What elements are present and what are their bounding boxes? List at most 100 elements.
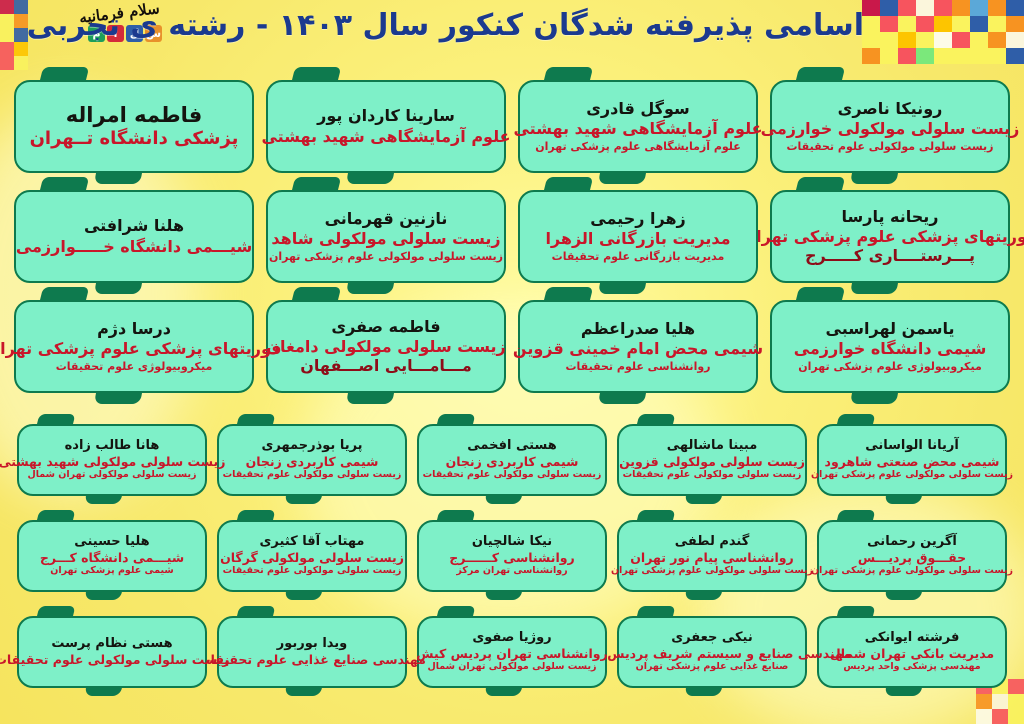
mosaic-tile [880,48,898,64]
student-major-primary: زیست سلولی مولکولی شاهد [271,229,501,249]
student-major-primary: روانشناسی کــــــرج [449,549,575,565]
brand-tile-1: ل [126,25,143,42]
mosaic-tile [1006,48,1024,64]
student-major-extra: میکروبیولوژی علوم پزشکی تهران [798,359,982,373]
student-name: رونیکا ناصری [837,98,943,118]
mosaic-tile [934,48,952,64]
student-card[interactable]: هلنا شرافتی شیـــمی دانشگاه خـــــوارزمی [14,190,254,283]
student-card[interactable]: رونیکا ناصری زیست سلولی مولکولی خوارزمی زی… [761,80,1019,173]
mosaic-tile [14,42,28,56]
student-major-extra: زیست سلولی مولکولی علوم پزشکی تهران [269,249,503,263]
student-card[interactable]: فاطمه صفری زیست سلولی مولکولی دامغان مـــا… [266,300,506,393]
student-major-primary: شیمی کاربردی زنجان [245,453,379,469]
mosaic-tile [1006,32,1024,48]
mosaic-tile [0,56,14,70]
student-name: گندم لطفی [674,533,750,549]
student-major-extra: شیمی علوم پزشکی تهران [50,565,174,577]
card-row-3: یاسمن لهراسبی شیمی دانشگاه خوارزمی میکروبی… [0,300,1024,393]
student-major-primary: زیست سلولی مولکولی خوارزمی [760,119,1020,139]
student-card[interactable]: نیکی جعفری مهندسی صنایع و سیستم شریف پردی… [573,616,851,688]
mosaic-tile [916,32,934,48]
student-name: ریحانه پارسا [841,206,939,226]
mosaic-tile [14,28,28,42]
student-card[interactable]: زهرا رحیمی مدیریت بازرگانی الزهرا مدیریت ب… [518,190,758,283]
mosaic-tile [898,32,916,48]
page-title: اسامی پذیرفته شدگان کنکور سال ۱۴۰۳ - رشت… [26,8,865,43]
student-card[interactable]: یاسمن لهراسبی شیمی دانشگاه خوارزمی میکروبی… [770,300,1010,393]
student-name: درسا دژم [97,318,171,338]
student-card[interactable]: سارینا کاردان پور علوم آزمایشگاهی شهید به… [261,80,511,173]
student-name: آگرین رحمانی [867,533,957,549]
mosaic-tile [970,48,988,64]
brand-tile-0: س [145,25,162,42]
student-card[interactable]: نازنین قهرمانی زیست سلولی مولکولی شاهد زیس… [266,190,506,283]
mosaic-tile [14,14,28,28]
mosaic-tile [1006,16,1024,32]
mosaic-tile [880,32,898,48]
student-name: هانا طالب زاده [64,437,160,453]
student-card[interactable]: ریحانه پارسا فوریتهای پزشکی علوم پزشکی ته… [742,190,1024,283]
mosaic-tile [988,0,1006,16]
student-major-primary: فوریتهای پزشکی علوم پزشکی تهران [0,339,282,359]
student-card[interactable]: پریا بوذرجمهری شیمی کاربردی زنجان زیست سلو… [217,424,407,496]
student-card[interactable]: هستی نظام پرست زیست سلولی مولکولی علوم تح… [0,616,230,688]
student-card[interactable]: ویدا بوربور مهندسی صنایع غذایی علوم تحقیق… [198,616,426,688]
mosaic-tile [1008,694,1024,709]
student-card[interactable]: فاطمه امراله پزشکی دانشگاه تــهران [14,80,254,173]
card-row-2: ریحانه پارسا فوریتهای پزشکی علوم پزشکی ته… [0,190,1024,283]
student-card[interactable]: مهتاب آقا کثیری زیست سلولی مولکولی گرگان ز… [217,520,407,592]
mosaic-tile [0,42,14,56]
mosaic-tile [988,16,1006,32]
mosaic-tile [992,694,1008,709]
mosaic-top-right [862,0,1024,64]
student-card[interactable]: روژیا صفوی روانشناسی تهران پردیس کیش زیست … [416,616,608,688]
student-name: ویدا بوربور [276,635,348,651]
student-card[interactable]: هلیا صدراعظم شیمی محض امام خمینی قزوین روا… [513,300,763,393]
student-major-primary: مهندسی صنایع و سیستم شریف پردیس کیش [572,645,852,661]
student-major-extra: صنایع غذایی علوم پزشکی تهران [635,661,789,673]
mosaic-tile [976,694,992,709]
student-major-primary: مهندسی صنایع غذایی علوم تحقیقات [198,651,426,667]
mosaic-tile [862,48,880,64]
student-card[interactable]: هلیا حسینی شیـــمی دانشگاه کـــرج شیمی علو… [17,520,207,592]
student-card[interactable]: هستی افخمی شیمی کاربردی زنجان زیست سلولی م… [417,424,607,496]
student-card[interactable]: آگرین رحمانی حقـــوق پردیـــس زیست سلولی م… [811,520,1013,592]
student-major-extra: زیست سلولی مولکولی علوم تحقیقات [622,469,802,481]
mosaic-tile [952,32,970,48]
mosaic-tile [898,48,916,64]
mosaic-tile [952,16,970,32]
mosaic-tile [970,0,988,16]
student-card[interactable]: مبینا ماشالهی زیست سلولی مولکولی قزوین زیس… [617,424,807,496]
mosaic-tile [862,16,880,32]
student-major-primary: شیمی محض امام خمینی قزوین [512,339,764,359]
student-major-primary: شیـــمی دانشگاه کـــرج [39,549,185,565]
student-card[interactable]: درسا دژم فوریتهای پزشکی علوم پزشکی تهران م… [0,300,282,393]
mosaic-tile [1008,709,1024,724]
student-major-extra: زیست سلولی مولکولی علوم تحقیقات [222,565,402,577]
student-major-primary: پزشکی دانشگاه تــهران [29,128,239,150]
mosaic-tile [952,0,970,16]
mosaic-tile [898,16,916,32]
student-card[interactable]: هانا طالب زاده زیست سلولی مولکولی شهید به… [0,424,225,496]
student-card[interactable]: گندم لطفی روانشناسی پیام نور تهران زیست سل… [611,520,813,592]
student-name: فاطمه امراله [65,103,203,128]
student-major-primary: مدیریت بانکی تهران شمال [829,645,995,661]
student-major-primary: شیمی کاربردی زنجان [445,453,579,469]
card-row-1: رونیکا ناصری زیست سلولی مولکولی خوارزمی زی… [0,80,1024,173]
student-major-extra: زیست سلولی مولکولی علوم پزشکی تهران [810,565,1014,577]
mosaic-tile [934,16,952,32]
mosaic-tile [976,709,992,724]
student-major-primary: زیست سلولی مولکولی شهید بهشتی [0,453,226,469]
student-card[interactable]: نیکا شالچیان روانشناسی کــــــرج روانشناسی… [417,520,607,592]
student-name: فرشته ایوانکی [864,629,960,645]
student-major-extra: زیست سلولی مولکولی تهران شمال [427,661,597,673]
mosaic-tile [0,14,14,28]
student-card[interactable]: سوگل قادری علوم آزمایشگاهی شهید بهشتی علوم… [513,80,763,173]
student-name: مهتاب آقا کثیری [259,533,365,549]
mosaic-tile [916,16,934,32]
student-name: هستی نظام پرست [51,635,173,651]
student-card[interactable]: آریانا الواسانی شیمی محض صنعتی شاهرود زیست… [811,424,1013,496]
